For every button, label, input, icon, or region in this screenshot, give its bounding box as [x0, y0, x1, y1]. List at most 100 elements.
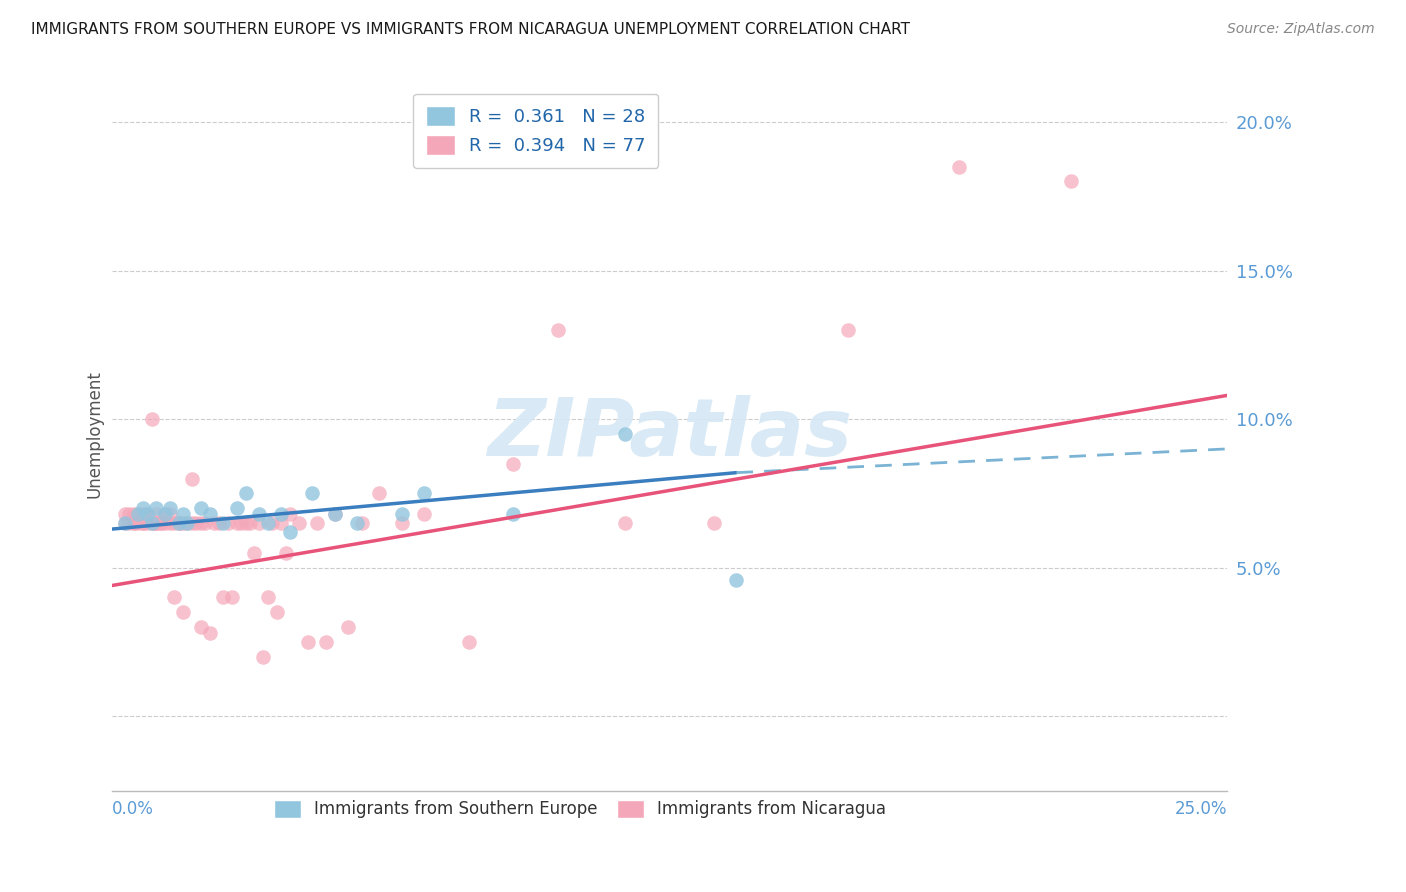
Point — [613, 427, 636, 442]
Point — [221, 591, 243, 605]
Point — [256, 516, 278, 531]
Point — [163, 591, 186, 605]
Point — [288, 516, 311, 531]
Point — [114, 508, 136, 522]
Point — [181, 516, 204, 531]
Point — [266, 605, 288, 619]
Y-axis label: Unemployment: Unemployment — [86, 370, 103, 498]
Point — [315, 635, 337, 649]
Point — [132, 516, 155, 531]
Point — [337, 620, 360, 634]
Point — [270, 516, 292, 531]
Point — [141, 516, 163, 531]
Point — [132, 516, 155, 531]
Point — [194, 516, 217, 531]
Point — [190, 501, 212, 516]
Point — [136, 516, 159, 531]
Text: 0.0%: 0.0% — [111, 799, 153, 817]
Legend: Immigrants from Southern Europe, Immigrants from Nicaragua: Immigrants from Southern Europe, Immigra… — [267, 793, 893, 825]
Point — [149, 516, 172, 531]
Point — [413, 508, 436, 522]
Point — [145, 516, 167, 531]
Point — [703, 516, 725, 531]
Point — [301, 486, 323, 500]
Point — [229, 516, 252, 531]
Point — [274, 546, 297, 560]
Point — [305, 516, 328, 531]
Point — [141, 412, 163, 426]
Point — [186, 516, 208, 531]
Point — [127, 516, 149, 531]
Text: IMMIGRANTS FROM SOUTHERN EUROPE VS IMMIGRANTS FROM NICARAGUA UNEMPLOYMENT CORREL: IMMIGRANTS FROM SOUTHERN EUROPE VS IMMIG… — [31, 22, 910, 37]
Point — [297, 635, 319, 649]
Point — [141, 516, 163, 531]
Point — [122, 516, 145, 531]
Point — [212, 516, 235, 531]
Point — [235, 516, 257, 531]
Point — [127, 508, 149, 522]
Point — [136, 508, 159, 522]
Point — [145, 516, 167, 531]
Point — [256, 591, 278, 605]
Text: 25.0%: 25.0% — [1175, 799, 1227, 817]
Point — [141, 516, 163, 531]
Point — [153, 508, 176, 522]
Point — [167, 516, 190, 531]
Point — [122, 508, 145, 522]
Point — [167, 516, 190, 531]
Point — [114, 516, 136, 531]
Point — [145, 501, 167, 516]
Point — [243, 546, 266, 560]
Point — [118, 508, 141, 522]
Point — [502, 457, 524, 471]
Point — [457, 635, 479, 649]
Point — [145, 508, 167, 522]
Point — [212, 591, 235, 605]
Point — [247, 508, 270, 522]
Point — [413, 486, 436, 500]
Point — [502, 508, 524, 522]
Point — [163, 516, 186, 531]
Text: ZIPatlas: ZIPatlas — [486, 395, 852, 473]
Point — [613, 516, 636, 531]
Point — [132, 508, 155, 522]
Point — [172, 605, 194, 619]
Point — [225, 501, 247, 516]
Point — [391, 516, 413, 531]
Point — [350, 516, 373, 531]
Point — [391, 508, 413, 522]
Point — [278, 525, 301, 540]
Point — [323, 508, 346, 522]
Point — [114, 516, 136, 531]
Text: Source: ZipAtlas.com: Source: ZipAtlas.com — [1227, 22, 1375, 37]
Point — [118, 516, 141, 531]
Point — [547, 323, 569, 337]
Point — [278, 508, 301, 522]
Point — [1060, 174, 1083, 188]
Point — [235, 486, 257, 500]
Point — [159, 516, 181, 531]
Point — [198, 626, 221, 640]
Point — [202, 516, 225, 531]
Point — [323, 508, 346, 522]
Point — [208, 516, 231, 531]
Point — [127, 508, 149, 522]
Point — [270, 508, 292, 522]
Point — [225, 516, 247, 531]
Point — [181, 472, 204, 486]
Point — [262, 516, 284, 531]
Point — [159, 508, 181, 522]
Point — [176, 516, 198, 531]
Point — [239, 516, 262, 531]
Point — [153, 508, 176, 522]
Point — [159, 501, 181, 516]
Point — [948, 160, 970, 174]
Point — [176, 516, 198, 531]
Point — [149, 516, 172, 531]
Point — [122, 516, 145, 531]
Point — [136, 508, 159, 522]
Point — [145, 516, 167, 531]
Point — [172, 508, 194, 522]
Point — [252, 649, 274, 664]
Point — [167, 516, 190, 531]
